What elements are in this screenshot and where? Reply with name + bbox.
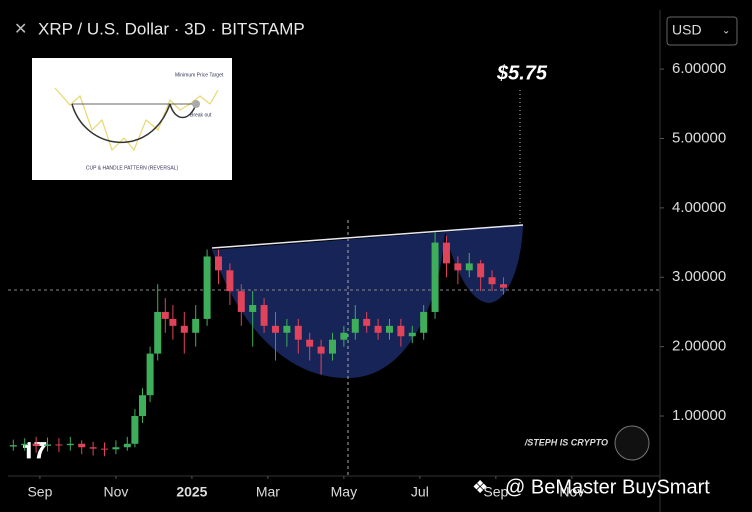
candle-body [340,332,348,340]
candle-body [237,291,245,312]
x-tick-label: Nov [103,484,128,500]
candle-body [32,443,40,446]
currency-select[interactable] [666,16,738,46]
cup-shape [212,232,445,379]
x-tick-label: 2025 [176,484,207,500]
candle-body [131,416,139,444]
candle-body [306,339,314,347]
candle-body [328,339,336,354]
inset-title: CUP & HANDLE PATTERN (REVERSAL) [86,165,179,171]
inset-image [32,58,232,180]
candle-body [9,445,17,447]
candle-body [192,318,200,333]
rim-line [211,224,524,249]
x-tick-label: Nov [559,484,584,500]
candle-body [226,270,234,292]
candle-body [154,311,162,354]
watermark-icon: ❖ [472,477,488,497]
x-tick-label: Jul [411,484,429,500]
target-label: $5.75 [496,62,548,84]
candle-body [112,447,120,450]
inset-price [54,87,219,152]
candle-body [78,443,86,448]
inset-cup [71,103,197,143]
candle-body [488,277,496,285]
candle-body [249,305,257,312]
candle-body [260,305,268,326]
dropdown-arrow: ⌄ [722,26,730,37]
tv-logo: 𝟏𝟕 [22,438,47,463]
candle-body [44,444,52,446]
candle-body [161,311,169,319]
candle-body [180,325,188,333]
candle-body [499,284,507,288]
x-tick-label: Mar [256,484,280,500]
candle-body [214,256,222,271]
close-icon[interactable]: ✕ [14,21,27,38]
candle-body [101,448,109,450]
x-tick-label: Sep [483,484,508,500]
y-tick-label: 1.00000 [672,407,726,424]
inset-breakout: Break out [190,112,212,118]
candle-body [55,444,63,446]
candle-body [294,325,302,340]
source-avatar [614,425,650,461]
candle-body [397,325,405,337]
candle-body [442,242,450,264]
y-tick-label: 6.00000 [672,60,726,77]
currency-label: USD [672,22,702,38]
candle-body [283,325,291,333]
candle-body [408,332,416,337]
candle-body [385,325,393,333]
candle-body [271,325,279,333]
candle-body [123,443,131,448]
inset-target: Minimum Price Target [175,72,224,78]
source-label: /STEPH IS CRYPTO [524,437,608,447]
candle-body [139,395,147,417]
candle-body [317,346,325,354]
candle-body [203,256,211,319]
candle-body [420,311,428,333]
watermark: @ BeMaster BuySmart [505,476,710,498]
candle-body [146,353,154,396]
candle-body [169,318,177,326]
candle-body [89,447,97,449]
candle-body [21,443,29,446]
chart-title: XRP / U.S. Dollar · 3D · BITSTAMP [38,19,305,38]
candle-body [465,263,473,271]
candle-body [363,318,371,326]
y-tick-label: 5.00000 [672,129,726,146]
candle-body [374,325,382,333]
y-tick-label: 3.00000 [672,268,726,285]
inset-breakout-dot [192,100,200,108]
y-tick-label: 4.00000 [672,199,726,216]
candle-body [66,443,74,446]
candle-body [431,242,439,312]
candle-body [454,263,462,271]
x-tick-label: May [331,484,357,500]
y-tick-label: 2.00000 [672,338,726,355]
candle-body [351,318,359,333]
candle-body [477,263,485,278]
x-tick-label: Sep [27,484,52,500]
